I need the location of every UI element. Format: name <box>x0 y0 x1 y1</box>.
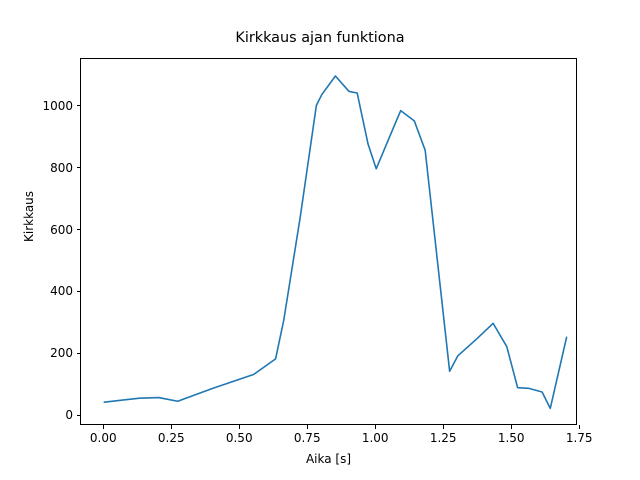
y-tick-mark <box>76 167 80 169</box>
y-tick-mark <box>76 352 80 354</box>
y-tick-mark <box>76 105 80 107</box>
y-tick-mark <box>76 229 80 231</box>
x-tick-mark <box>102 425 104 429</box>
data-line-chart <box>103 75 568 410</box>
y-tick-label: 200 <box>50 346 73 361</box>
plot-axes <box>80 58 577 425</box>
x-tick-label: 1.25 <box>429 431 457 445</box>
chart-title: Kirkkaus ajan funktiona <box>235 30 405 46</box>
x-tick-label: 1.00 <box>361 431 389 445</box>
x-tick-mark <box>238 425 240 429</box>
x-tick-mark <box>442 425 444 429</box>
x-tick-label: 0.00 <box>89 431 117 445</box>
x-tick-mark <box>510 425 512 429</box>
y-tick-mark <box>76 414 80 416</box>
x-tick-mark <box>306 425 308 429</box>
y-tick-label: 0 <box>65 408 73 423</box>
x-tick-label: 0.75 <box>293 431 321 445</box>
y-tick-label: 400 <box>50 284 73 299</box>
x-tick-label: 1.75 <box>565 431 593 445</box>
y-tick-label: 600 <box>50 222 73 237</box>
y-tick-label: 800 <box>50 160 73 175</box>
y-axis-label: Kirkkaus <box>22 190 36 242</box>
y-tick-mark <box>76 290 80 292</box>
x-tick-label: 0.25 <box>157 431 185 445</box>
brightness-series-line <box>103 75 568 410</box>
x-axis-label: Aika [s] <box>305 452 352 466</box>
x-tick-mark <box>170 425 172 429</box>
x-tick-label: 1.50 <box>497 431 525 445</box>
y-tick-label: 1000 <box>42 98 73 113</box>
x-tick-mark <box>374 425 376 429</box>
x-tick-label: 0.50 <box>225 431 253 445</box>
x-tick-mark <box>578 425 580 429</box>
